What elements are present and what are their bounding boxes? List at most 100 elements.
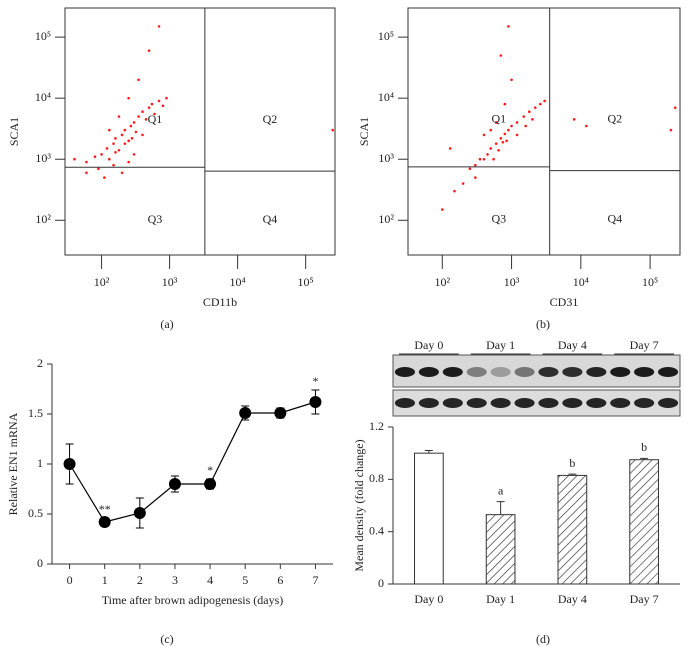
event-dot (497, 149, 500, 152)
event-dot (161, 104, 165, 108)
data-point (63, 458, 76, 470)
event-dot (673, 106, 677, 109)
event-dot (97, 167, 100, 170)
blot-band (418, 398, 439, 408)
blot-label: Day 7 (630, 338, 659, 352)
event-dot (669, 128, 673, 132)
event-dot (150, 102, 154, 106)
error-bar (496, 501, 505, 515)
blot-band (442, 398, 463, 408)
blot-band (657, 398, 679, 408)
blot-band (586, 367, 607, 377)
event-dot (134, 130, 138, 134)
x-tick-label: 1 (102, 573, 108, 587)
y-tick-label: 0.4 (369, 523, 384, 537)
plot-frame (407, 7, 681, 256)
event-dot (503, 132, 507, 136)
event-dot (524, 124, 528, 128)
event-dot (543, 99, 546, 103)
y-tick-label: 10³ (35, 151, 51, 165)
panel-label: (d) (536, 632, 550, 646)
bar (414, 452, 444, 585)
x-axis-label: CD11b (203, 295, 237, 309)
data-point (98, 516, 111, 528)
blot-band (490, 367, 511, 377)
error-bar (568, 473, 577, 476)
event-dot (108, 128, 111, 132)
event-dot (85, 160, 88, 164)
quadrant-label: Q3 (148, 212, 163, 226)
y-axis-label: SCA1 (7, 117, 21, 146)
event-dot (157, 99, 161, 103)
blot-band (538, 367, 559, 377)
blot-band (418, 367, 439, 377)
event-dot (137, 115, 140, 118)
x-tick-label: 10⁵ (298, 275, 314, 289)
blot-strip (392, 389, 681, 417)
event-dot (331, 128, 335, 132)
event-dot (510, 78, 513, 82)
event-dot (539, 102, 542, 106)
event-dot (489, 147, 493, 150)
blot-band (490, 398, 511, 408)
panel-label: (c) (160, 632, 173, 646)
y-tick-label: 10⁵ (378, 29, 394, 43)
x-axis-label: Time after brown adipogenesis (days) (102, 593, 284, 607)
event-dot (120, 133, 124, 137)
x-tick-label: 5 (242, 573, 248, 587)
y-tick-label: 0 (37, 556, 43, 570)
x-tick-label: Day 1 (486, 592, 515, 606)
event-dot (499, 137, 503, 140)
blot-band (562, 398, 583, 408)
x-tick-label: Day 0 (414, 592, 443, 606)
x-axis-label: CD31 (550, 295, 579, 309)
y-tick-label: 0 (378, 576, 384, 590)
y-axis-label: Mean density (fold change) (352, 439, 366, 571)
y-axis-label: Relative EN1 mRNA (6, 412, 20, 515)
x-tick-label: 10³ (504, 275, 520, 289)
significance-letter: b (641, 440, 647, 454)
event-dot (440, 208, 444, 211)
event-dot (482, 133, 486, 137)
event-dot (127, 160, 130, 164)
event-dot (129, 124, 133, 128)
event-dot (127, 96, 130, 100)
event-dot (527, 110, 531, 114)
event-dot (522, 115, 526, 118)
plot-frame (64, 7, 336, 256)
event-dot (114, 150, 117, 154)
significance-mark: * (312, 374, 318, 388)
y-tick-label: 10³ (378, 151, 394, 165)
significance-letter: a (498, 483, 504, 497)
event-dot (147, 49, 151, 52)
event-dot (515, 121, 519, 124)
event-dot (494, 121, 498, 124)
x-tick-label: 4 (207, 573, 213, 587)
event-dot (120, 171, 124, 175)
event-dot (93, 155, 97, 159)
blot-band (466, 398, 487, 408)
blot-band (586, 398, 607, 408)
event-dot (112, 163, 115, 167)
blot-band (657, 367, 679, 377)
data-point (133, 507, 146, 519)
blot-band (634, 398, 655, 408)
event-dot (482, 157, 486, 161)
event-dot (453, 189, 456, 193)
x-tick-label: 6 (277, 573, 283, 587)
event-dot (153, 112, 156, 116)
quadrant-label: Q1 (148, 112, 163, 126)
event-dot (165, 96, 168, 100)
quadrant-label: Q2 (263, 112, 278, 126)
x-tick-label: 0 (67, 573, 73, 587)
event-dot (492, 157, 495, 161)
event-dot (117, 115, 121, 118)
event-dot (132, 121, 136, 124)
event-dot (448, 147, 452, 150)
x-tick-label: 10³ (162, 275, 178, 289)
event-dot (147, 106, 151, 109)
blot-band (394, 367, 416, 377)
blot-band (394, 398, 416, 408)
data-point (204, 478, 217, 490)
